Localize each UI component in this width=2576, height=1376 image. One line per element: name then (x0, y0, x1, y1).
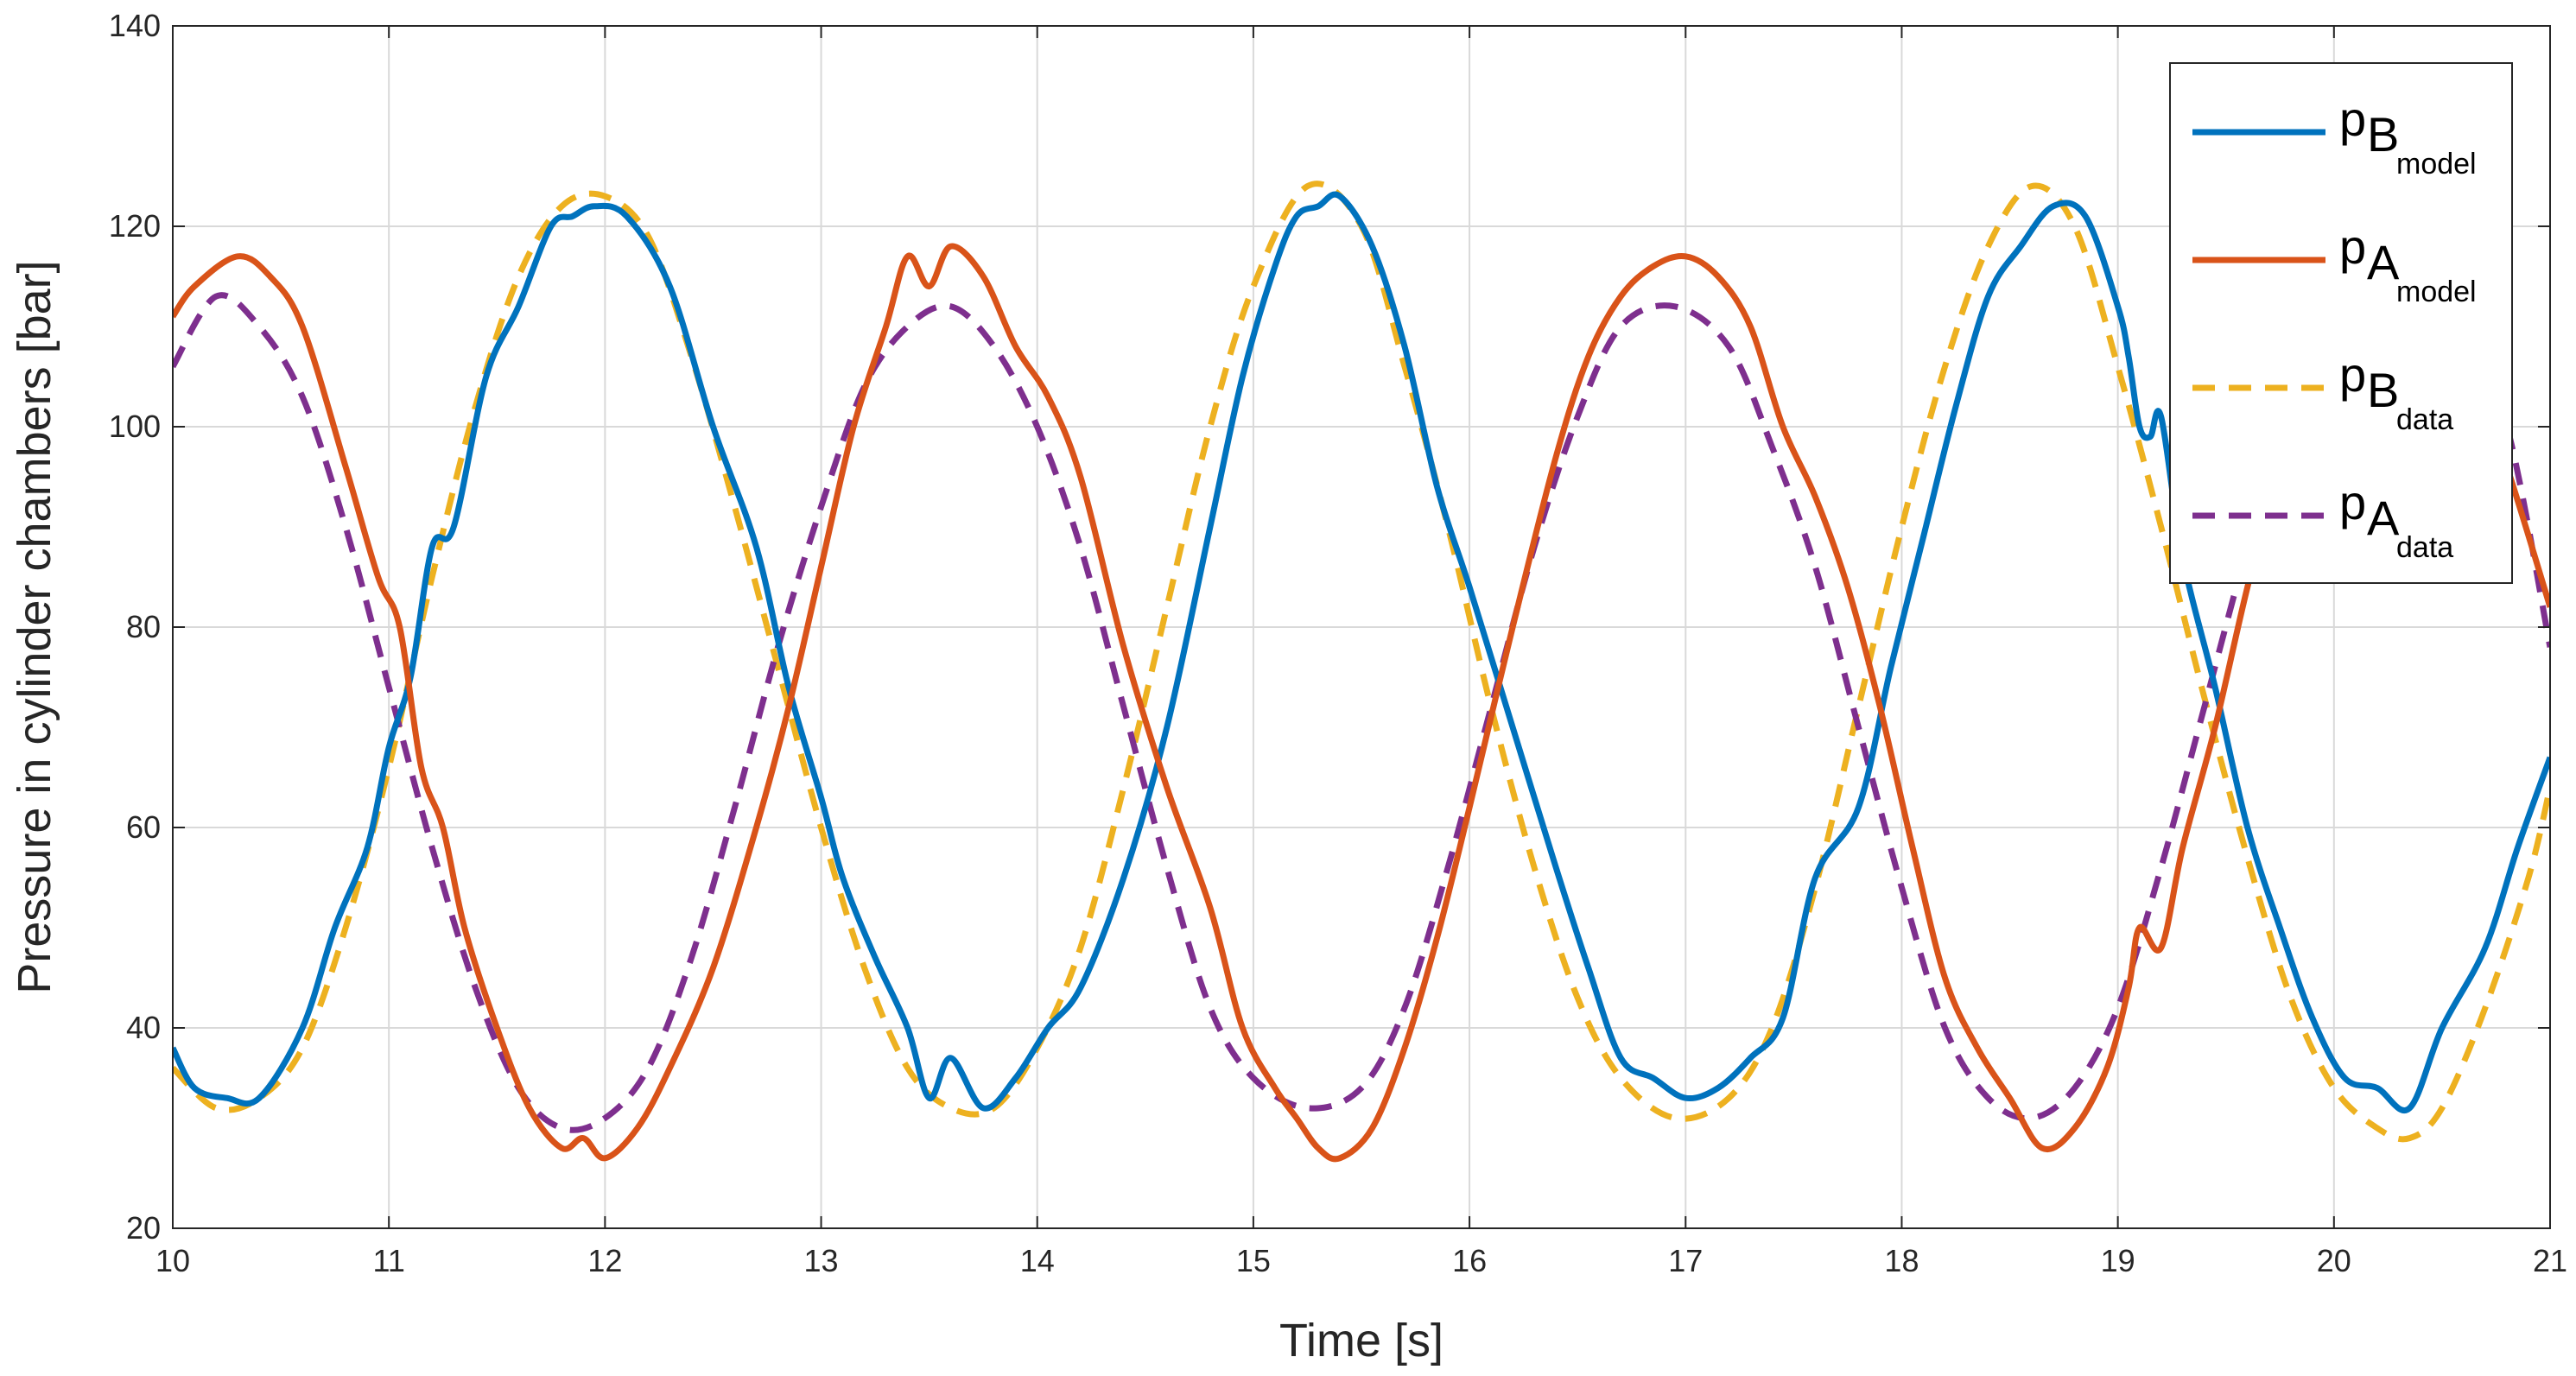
legend-label-main: p (2339, 347, 2366, 402)
legend-label-sub: A (2367, 491, 2400, 545)
legend-label-main: p (2339, 92, 2366, 146)
x-tick-label: 14 (1020, 1243, 1055, 1278)
x-tick-label: 21 (2533, 1243, 2567, 1278)
axis-ticks: 10 11 12 13 14 15 16 17 18 19 20 21 20 40 60 80 100 120 14… (109, 8, 2567, 1278)
y-axis-label: Pressure in cylinder chambers [bar] (9, 260, 60, 993)
y-tick-label: 40 (126, 1010, 161, 1045)
legend-label-subsub: model (2396, 276, 2477, 308)
y-tick-label: 120 (109, 208, 161, 244)
x-tick-label: 16 (1452, 1243, 1487, 1278)
x-tick-label: 11 (372, 1243, 404, 1278)
x-tick-label: 13 (804, 1243, 839, 1278)
series-line-pB_model (173, 191, 2550, 1113)
series-layer (173, 181, 2550, 1163)
y-tick-label: 100 (109, 409, 161, 444)
legend-label-subsub: data (2396, 403, 2453, 436)
x-tick-label: 10 (155, 1243, 190, 1278)
series-line-pA_data (173, 283, 2550, 1133)
legend-label-subsub: data (2396, 531, 2453, 564)
y-tick-label: 20 (126, 1210, 161, 1246)
legend-label-sub: B (2367, 107, 2399, 162)
legend-label-sub: A (2367, 235, 2400, 289)
x-tick-label: 15 (1236, 1243, 1271, 1278)
y-tick-label: 140 (109, 8, 161, 43)
x-tick-label: 17 (1668, 1243, 1703, 1278)
x-axis-label: Time [s] (1279, 1315, 1443, 1366)
legend-box (2169, 62, 2513, 584)
legend-label-main: p (2339, 475, 2366, 529)
x-tick-label: 19 (2101, 1243, 2135, 1278)
legend-label-sub: B (2367, 363, 2399, 417)
y-tick-label: 80 (126, 609, 161, 644)
series-line-pA_model (173, 243, 2550, 1163)
x-tick-label: 12 (587, 1243, 622, 1278)
legend-label-subsub: model (2396, 148, 2477, 181)
x-tick-label: 18 (1884, 1243, 1919, 1278)
x-tick-label: 20 (2317, 1243, 2351, 1278)
legend-label-main: p (2339, 219, 2366, 274)
y-tick-label: 60 (126, 809, 161, 845)
